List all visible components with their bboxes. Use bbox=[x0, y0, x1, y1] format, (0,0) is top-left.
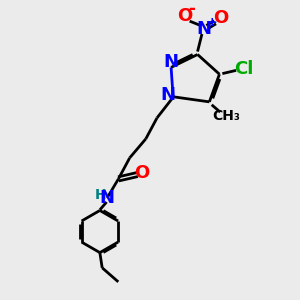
Text: N: N bbox=[160, 86, 175, 104]
Text: O: O bbox=[213, 9, 228, 27]
Text: N: N bbox=[164, 53, 178, 71]
Text: H: H bbox=[95, 188, 106, 202]
Text: +: + bbox=[206, 16, 217, 29]
Text: Cl: Cl bbox=[234, 60, 254, 78]
Text: O: O bbox=[177, 8, 192, 26]
Text: CH₃: CH₃ bbox=[212, 110, 240, 124]
Text: O: O bbox=[134, 164, 149, 182]
Text: -: - bbox=[189, 0, 195, 18]
Text: N: N bbox=[197, 20, 212, 38]
Text: N: N bbox=[100, 189, 115, 207]
